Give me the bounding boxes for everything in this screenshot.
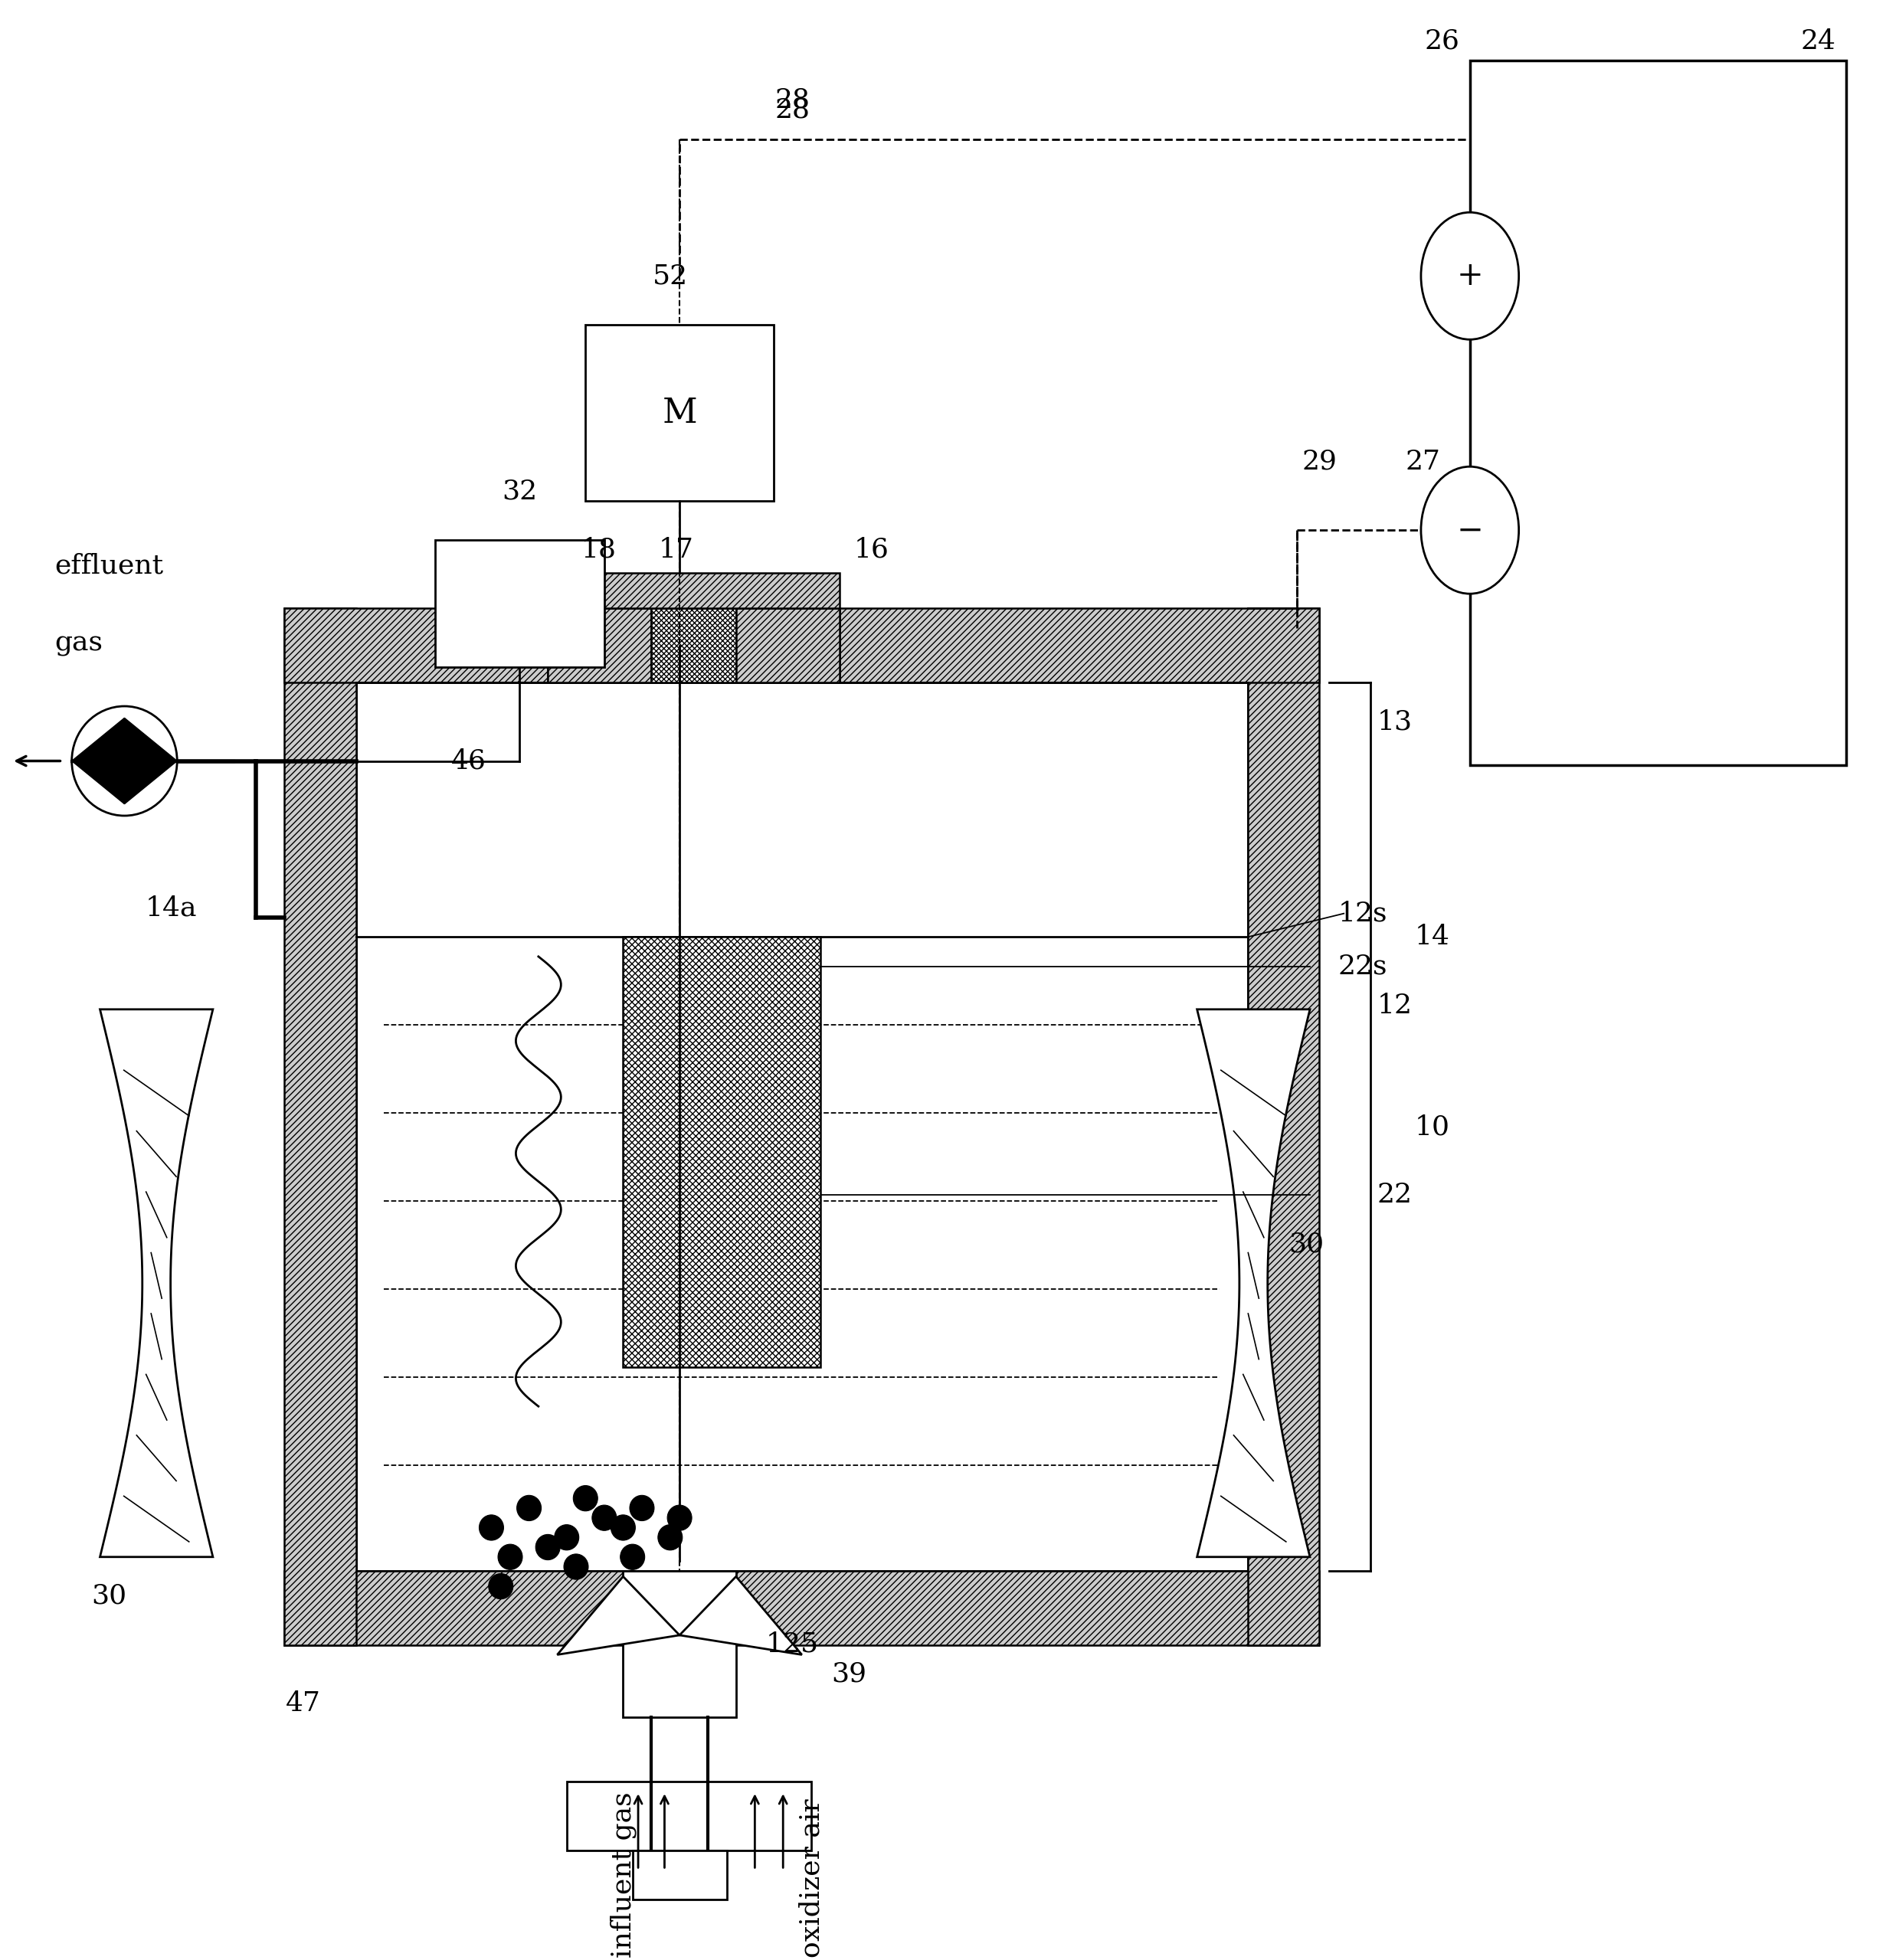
Circle shape: [611, 1515, 636, 1541]
Text: 125: 125: [766, 1631, 819, 1656]
Circle shape: [564, 1554, 588, 1580]
Text: 22: 22: [1377, 1182, 1413, 1207]
Ellipse shape: [1420, 212, 1518, 339]
Text: 52: 52: [653, 263, 688, 288]
Bar: [1469, 61, 1846, 764]
Circle shape: [498, 1544, 522, 1570]
Circle shape: [479, 1515, 504, 1541]
Polygon shape: [72, 717, 124, 804]
Polygon shape: [1198, 1009, 1311, 1556]
Polygon shape: [556, 1576, 679, 1654]
Bar: [566, 1782, 811, 1850]
Text: 28: 28: [775, 86, 811, 114]
Text: gas: gas: [55, 631, 104, 657]
Circle shape: [488, 1574, 513, 1599]
Bar: [651, 608, 736, 682]
Text: oxidizer air: oxidizer air: [798, 1799, 824, 1958]
Bar: [622, 937, 820, 1368]
Circle shape: [620, 1544, 645, 1570]
Text: 17: 17: [658, 537, 694, 563]
Text: 22s: 22s: [1337, 953, 1388, 980]
Bar: [547, 572, 839, 608]
Bar: [356, 682, 1249, 1570]
Bar: [585, 325, 773, 502]
Bar: [285, 608, 547, 682]
Circle shape: [630, 1495, 654, 1521]
Circle shape: [72, 706, 177, 815]
Bar: [436, 539, 604, 666]
Text: 13: 13: [1377, 710, 1413, 735]
Text: 16: 16: [854, 537, 888, 563]
Circle shape: [668, 1505, 692, 1531]
Text: 12s: 12s: [1337, 900, 1388, 927]
Bar: [547, 608, 651, 682]
Text: 46: 46: [451, 749, 487, 774]
Text: 30: 30: [92, 1584, 126, 1609]
Circle shape: [517, 1495, 541, 1521]
Bar: [736, 608, 839, 682]
Text: 12: 12: [1377, 992, 1413, 1019]
Circle shape: [573, 1486, 598, 1511]
Circle shape: [592, 1505, 617, 1531]
Text: 47: 47: [285, 1691, 321, 1717]
Bar: [632, 1850, 726, 1899]
Text: 14: 14: [1414, 923, 1450, 951]
Polygon shape: [124, 717, 177, 804]
Text: 27: 27: [1405, 449, 1441, 474]
Text: 10: 10: [1414, 1113, 1450, 1139]
Bar: [285, 608, 356, 1644]
Text: M: M: [662, 396, 698, 429]
Text: 24: 24: [1801, 27, 1835, 55]
Bar: [839, 608, 1320, 682]
Text: effluent: effluent: [55, 553, 164, 578]
Text: 39: 39: [832, 1662, 866, 1688]
Text: 32: 32: [502, 478, 538, 504]
Text: influent gas: influent gas: [609, 1791, 636, 1958]
Circle shape: [536, 1535, 560, 1560]
Text: 18: 18: [581, 537, 617, 563]
Circle shape: [554, 1525, 579, 1550]
Circle shape: [658, 1525, 683, 1550]
Text: −: −: [1456, 514, 1482, 547]
Polygon shape: [679, 1576, 802, 1654]
Polygon shape: [100, 1009, 213, 1556]
Text: 14a: 14a: [145, 894, 198, 921]
Text: 28: 28: [775, 96, 811, 123]
Text: 30: 30: [1288, 1231, 1324, 1256]
Ellipse shape: [1420, 466, 1518, 594]
Bar: [622, 1570, 736, 1717]
Bar: [1249, 608, 1320, 1644]
Text: 26: 26: [1424, 27, 1460, 55]
Text: 29: 29: [1301, 449, 1337, 474]
Bar: [285, 1570, 1320, 1644]
Text: +: +: [1456, 261, 1482, 292]
